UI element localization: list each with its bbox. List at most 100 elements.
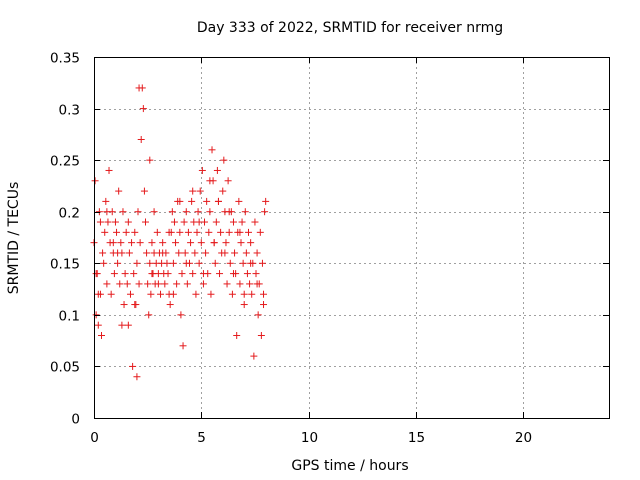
data-point (148, 270, 156, 278)
data-point (180, 218, 188, 226)
data-point (146, 156, 154, 164)
data-point (165, 228, 173, 236)
data-point (170, 218, 178, 226)
data-point (92, 270, 100, 278)
data-point (196, 187, 204, 195)
data-point (146, 259, 154, 267)
y-tick-label: 0.1 (59, 309, 80, 325)
y-tick-label: 0.2 (59, 206, 80, 222)
data-point (125, 249, 133, 257)
data-point (104, 218, 112, 226)
data-point (211, 259, 219, 267)
data-point (225, 228, 233, 236)
data-point (169, 259, 177, 267)
data-point (222, 239, 230, 247)
data-point (195, 259, 203, 267)
data-point (123, 280, 131, 288)
data-point (103, 280, 111, 288)
data-point (105, 166, 113, 174)
data-point (103, 208, 111, 216)
data-point (223, 280, 231, 288)
data-point (248, 290, 256, 298)
data-point (131, 228, 139, 236)
data-point (250, 352, 258, 360)
data-point (246, 280, 254, 288)
data-point (192, 290, 200, 298)
data-point (164, 270, 172, 278)
data-point (236, 280, 244, 288)
data-point (235, 197, 243, 205)
data-point (168, 208, 176, 216)
data-point (206, 208, 214, 216)
data-point (247, 239, 255, 247)
data-point (179, 342, 187, 350)
tick-labels: 0 5 10 15 20 0 0.05 0.1 0.15 0.2 0.25 0.3 0.35 (50, 51, 532, 447)
data-point (135, 84, 143, 92)
data-point (178, 270, 186, 278)
data-point (229, 270, 237, 278)
data-point (219, 187, 227, 195)
data-point (198, 166, 206, 174)
data-point (207, 290, 215, 298)
data-point (253, 249, 261, 257)
data-point (242, 249, 250, 257)
data-point (182, 259, 190, 267)
data-point (260, 290, 268, 298)
y-tick-label: 0.25 (50, 154, 80, 170)
data-point (252, 270, 260, 278)
data-point (173, 280, 181, 288)
data-point (226, 259, 234, 267)
y-tick-label: 0.35 (50, 51, 80, 67)
data-point (208, 146, 216, 154)
data-point (117, 239, 125, 247)
data-point (199, 270, 207, 278)
data-point (240, 301, 248, 309)
data-point (253, 280, 261, 288)
plot-frame (94, 57, 610, 419)
data-point (120, 301, 128, 309)
data-point (237, 239, 245, 247)
data-point (139, 105, 147, 113)
data-point (94, 290, 102, 298)
data-point (154, 280, 162, 288)
data-point (102, 197, 110, 205)
data-point (122, 228, 130, 236)
data-point (238, 218, 246, 226)
data-point (113, 228, 121, 236)
data-point (229, 218, 237, 226)
data-point (91, 177, 99, 185)
y-axis-label: SRMTID / TECUs (6, 182, 22, 295)
data-point (150, 208, 158, 216)
data-point (193, 228, 201, 236)
data-point (126, 290, 134, 298)
y-tick-label: 0 (71, 412, 80, 428)
data-point (159, 249, 167, 257)
data-point (99, 249, 107, 257)
data-point (124, 321, 132, 329)
data-point (224, 177, 232, 185)
data-point (153, 228, 161, 236)
data-point (241, 208, 249, 216)
data-point (94, 321, 102, 329)
data-point (143, 249, 151, 257)
data-point (214, 197, 222, 205)
data-point (101, 228, 109, 236)
data-point (147, 290, 155, 298)
data-point (257, 331, 265, 339)
data-point (216, 270, 224, 278)
x-tick-label: 10 (301, 430, 318, 446)
data-point (195, 218, 203, 226)
data-point (110, 270, 118, 278)
data-point (189, 187, 197, 195)
data-point (172, 239, 180, 247)
data-point (181, 249, 189, 257)
data-point (184, 228, 192, 236)
data-point (221, 249, 229, 257)
data-point (194, 208, 202, 216)
x-tick-label: 20 (515, 430, 532, 446)
data-point (254, 311, 262, 319)
data-point (236, 228, 244, 236)
data-point (251, 218, 259, 226)
data-point (124, 218, 132, 226)
